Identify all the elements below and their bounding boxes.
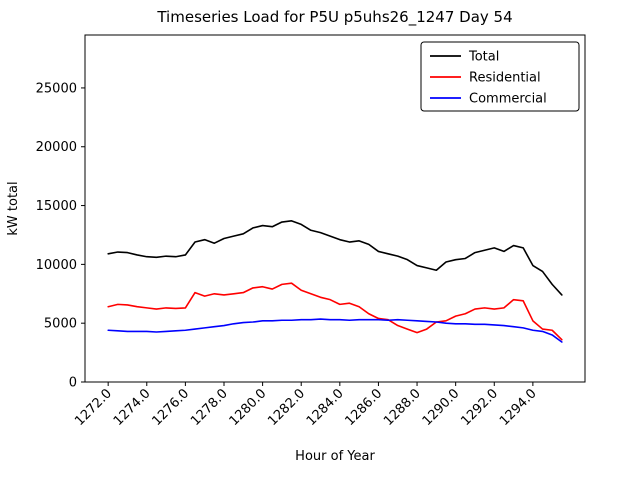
y-tick-label: 0 (69, 376, 77, 391)
series-line-total (107, 220, 563, 296)
y-axis-label: kW total (6, 181, 21, 235)
y-tick-label: 5000 (44, 317, 77, 332)
y-tick-label: 20000 (36, 140, 77, 155)
legend-label-residential: Residential (469, 71, 541, 86)
series-line-residential (107, 282, 563, 341)
series-line-commercial (107, 318, 563, 343)
legend-label-total: Total (468, 50, 499, 65)
y-tick-label: 15000 (36, 199, 77, 214)
y-tick-label: 25000 (36, 81, 77, 96)
chart-title: Timeseries Load for P5U p5uhs26_1247 Day… (156, 8, 512, 27)
x-axis-label: Hour of Year (295, 449, 375, 464)
legend-box (420, 41, 580, 112)
y-tick-label: 10000 (36, 258, 77, 273)
legend-label-commercial: Commercial (469, 92, 547, 107)
